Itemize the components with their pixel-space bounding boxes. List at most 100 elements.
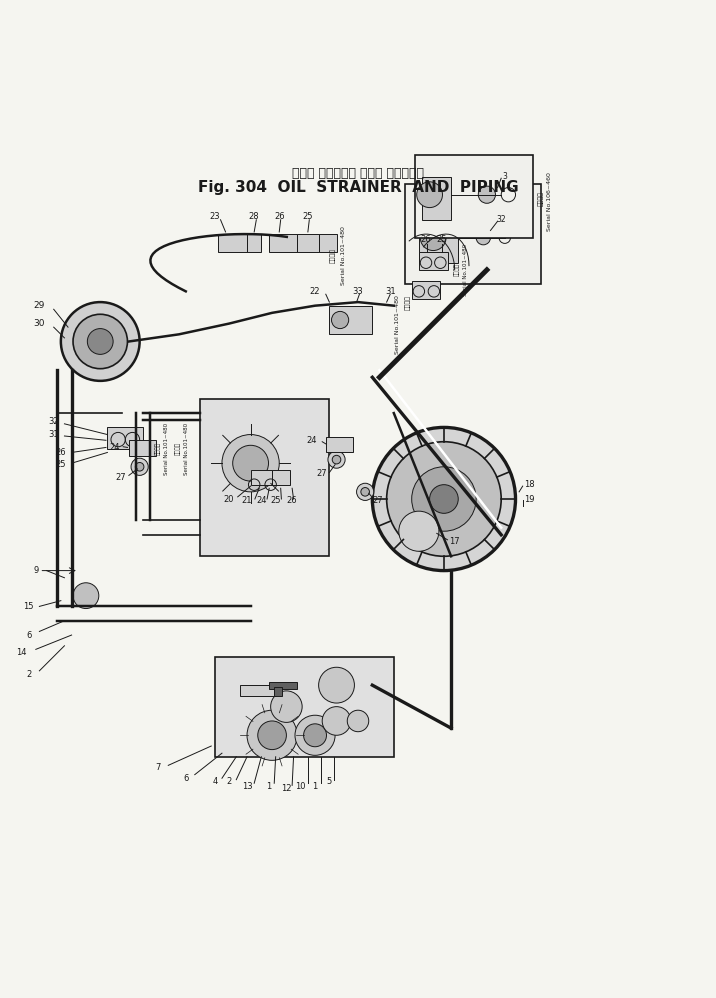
Circle shape [417, 182, 442, 208]
Circle shape [319, 668, 354, 703]
Circle shape [222, 434, 279, 492]
Bar [274, 688, 282, 696]
Text: 20: 20 [224, 494, 234, 504]
Circle shape [135, 462, 144, 471]
Circle shape [332, 311, 349, 328]
Text: 5: 5 [326, 777, 332, 786]
Text: 25: 25 [271, 496, 281, 505]
Circle shape [258, 721, 286, 749]
Text: 26: 26 [274, 212, 284, 221]
Text: 19: 19 [525, 494, 535, 504]
Circle shape [347, 711, 369, 732]
Text: 32: 32 [49, 417, 59, 426]
Circle shape [304, 724, 326, 747]
Bar [329, 305, 372, 334]
Text: 27: 27 [115, 473, 125, 482]
Bar [419, 217, 458, 262]
Bar [240, 686, 276, 696]
Circle shape [61, 302, 140, 381]
Text: 7: 7 [155, 763, 160, 772]
Circle shape [372, 427, 516, 571]
Text: Serial No.101~480: Serial No.101~480 [342, 227, 346, 285]
Bar [415, 156, 533, 238]
Circle shape [332, 455, 341, 464]
Text: 26: 26 [287, 496, 297, 505]
Circle shape [247, 711, 297, 760]
Bar [129, 440, 156, 456]
Circle shape [420, 225, 446, 250]
Text: 2: 2 [226, 777, 232, 786]
Bar [419, 251, 448, 269]
Text: 29: 29 [34, 301, 45, 310]
Circle shape [430, 485, 458, 513]
Bar [247, 235, 261, 251]
Text: Serial No.106~460: Serial No.106~460 [548, 173, 552, 232]
Text: 適用号機: 適用号機 [155, 442, 160, 455]
Bar [107, 427, 143, 449]
Text: 12: 12 [281, 784, 291, 793]
Text: 9: 9 [33, 566, 39, 575]
Circle shape [328, 451, 345, 468]
Text: 27: 27 [317, 469, 327, 478]
Text: Serial No.101~480: Serial No.101~480 [164, 423, 168, 475]
Bar [297, 235, 319, 251]
Circle shape [295, 716, 335, 755]
Circle shape [476, 231, 490, 245]
Text: 26: 26 [421, 236, 431, 245]
Circle shape [87, 328, 113, 354]
Bar [215, 657, 394, 756]
Text: 15: 15 [24, 602, 34, 611]
Text: 33: 33 [352, 286, 364, 295]
Text: 30: 30 [34, 319, 45, 328]
Text: 6: 6 [183, 773, 189, 782]
Text: 10: 10 [296, 782, 306, 791]
Bar [268, 235, 297, 251]
Bar [422, 177, 451, 220]
Circle shape [478, 186, 495, 204]
Bar [218, 235, 247, 251]
Text: 25: 25 [303, 212, 313, 221]
Text: 31: 31 [49, 430, 59, 439]
Circle shape [357, 483, 374, 500]
Bar [319, 235, 337, 251]
Circle shape [271, 691, 302, 723]
Bar [268, 682, 297, 689]
Text: 2: 2 [26, 670, 32, 679]
Text: 26: 26 [56, 448, 66, 457]
Circle shape [387, 442, 501, 556]
Circle shape [322, 707, 351, 736]
Bar [412, 280, 440, 298]
Text: 4: 4 [212, 777, 218, 786]
Text: 1: 1 [266, 782, 271, 791]
Circle shape [399, 511, 439, 551]
Text: 適用号機: 適用号機 [330, 249, 336, 263]
Text: 24: 24 [256, 496, 266, 505]
Text: Serial No.101~480: Serial No.101~480 [184, 423, 188, 475]
Text: 22: 22 [310, 286, 320, 295]
Text: 6: 6 [26, 631, 32, 640]
Circle shape [233, 445, 268, 481]
Bar [200, 399, 329, 556]
Text: 24: 24 [110, 443, 120, 452]
Text: Fig. 304  OIL  STRAINER  AND  PIPING: Fig. 304 OIL STRAINER AND PIPING [198, 180, 518, 195]
Text: 13: 13 [242, 782, 252, 791]
Text: 17: 17 [450, 538, 460, 547]
Text: オイル ストレーナ および パイピング: オイル ストレーナ および パイピング [292, 167, 424, 180]
Circle shape [73, 583, 99, 609]
Bar [251, 470, 272, 485]
Text: 18: 18 [525, 480, 535, 489]
Text: 28: 28 [249, 212, 259, 221]
Text: Serial No.101~480: Serial No.101~480 [395, 295, 400, 354]
Text: 適用号機: 適用号機 [175, 442, 180, 455]
Text: 27: 27 [373, 496, 383, 505]
Text: 21: 21 [242, 496, 252, 505]
Bar [326, 437, 353, 452]
Text: 25: 25 [56, 460, 66, 469]
Text: 24: 24 [306, 436, 316, 445]
Text: 適用号機: 適用号機 [538, 191, 543, 206]
Bar [405, 184, 541, 284]
Text: 14: 14 [16, 649, 26, 658]
Circle shape [412, 467, 476, 531]
Bar [272, 470, 290, 485]
Circle shape [73, 314, 127, 368]
